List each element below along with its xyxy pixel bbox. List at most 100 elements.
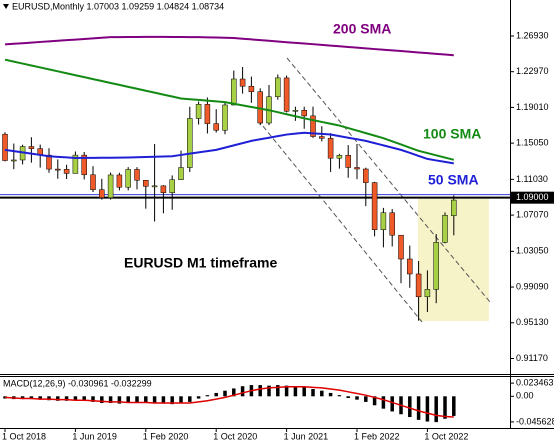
y-tick-label: 1.15050 [516, 137, 549, 147]
candle-body [81, 154, 87, 176]
candle-body [107, 174, 114, 199]
macd-bar [108, 396, 113, 404]
candle-body [195, 104, 202, 119]
macd-bar [452, 396, 456, 416]
macd-bar [82, 396, 86, 401]
x-tick-label: 1 Feb 2022 [354, 431, 400, 441]
candle-body [99, 189, 105, 199]
candle-body [72, 154, 79, 174]
candle-body [231, 78, 237, 106]
candle-body [283, 77, 290, 112]
channel-line [257, 119, 423, 323]
macd-bar [416, 396, 421, 420]
candle-body [389, 212, 395, 236]
menu-icon [3, 4, 9, 9]
macd-bar [161, 396, 166, 404]
macd-bar [258, 385, 262, 397]
y-tick-label: 1.22970 [516, 66, 549, 76]
candle-body [398, 234, 404, 260]
price-label-box [511, 191, 554, 204]
macd-bar [390, 396, 394, 412]
y-tick-label: 0.95130 [516, 317, 549, 327]
y-tick-label: 1.07070 [516, 209, 549, 219]
candle-body [275, 77, 281, 98]
macd-bar [152, 396, 157, 404]
macd-signal [4, 386, 454, 418]
candle-body [345, 155, 351, 168]
macd-bar [293, 386, 298, 397]
candle-body [433, 242, 439, 290]
x-tick-label: 1 Oct 2020 [213, 431, 257, 441]
y-tick-label: 1.03050 [516, 246, 549, 256]
macd-bar [188, 396, 192, 402]
macd-bar [47, 396, 51, 401]
y-tick-label: 0.00 [516, 391, 534, 401]
candle-body [380, 212, 387, 230]
candle-body [55, 168, 61, 171]
macd-bar [364, 396, 368, 402]
candle-body [239, 78, 246, 87]
y-tick-label: 1.19010 [516, 102, 549, 112]
candle-body [424, 289, 431, 298]
macd-bar [408, 396, 412, 418]
candle-body [63, 169, 70, 174]
macd-bar [205, 395, 210, 397]
macd-bar [381, 396, 386, 409]
candle-body [301, 110, 307, 117]
candle-body [371, 182, 378, 230]
macd-bar [179, 396, 183, 404]
candle-body [187, 118, 193, 168]
candle-body [46, 154, 52, 170]
macd-bar [100, 396, 104, 404]
y-tick-label: -0.045628 [516, 416, 554, 426]
plot-layer [0, 35, 510, 423]
y-tick-label: 0.023463 [516, 378, 554, 388]
macd-bar [170, 396, 174, 405]
macd-bar [196, 396, 201, 399]
sma-label: 50 SMA [428, 172, 479, 188]
sma-line [4, 131, 454, 165]
chart-title: EURUSD,Monthly 1.07003 1.09259 1.04824 1… [12, 1, 224, 11]
candle-body [28, 146, 35, 149]
y-tick-label: 0.99090 [516, 281, 549, 291]
macd-bar [337, 395, 342, 397]
macd-bar [311, 389, 315, 397]
x-tick-label: 1 Oct 2018 [2, 431, 46, 441]
candle-body [169, 179, 175, 193]
candle-body [151, 185, 158, 188]
macd-bar [232, 388, 236, 397]
macd-bar [284, 385, 289, 397]
candle-body [442, 215, 448, 243]
macd-bar [267, 385, 271, 397]
x-tick-label: 1 Jun 2019 [72, 431, 117, 441]
annotation: EURUSD M1 timeframe [124, 255, 277, 271]
macd-bar [443, 396, 447, 419]
macd-bar [355, 396, 359, 400]
macd-bar [29, 396, 34, 400]
sma-label: 100 SMA [423, 126, 481, 142]
x-tick-label: 1 Oct 2022 [424, 431, 468, 441]
macd-bar [214, 392, 218, 397]
candle-body [319, 136, 325, 139]
candle-body [213, 123, 219, 131]
x-tick-label: 1 Jun 2021 [284, 431, 329, 441]
sma-line [4, 58, 455, 161]
candle-body [143, 180, 149, 187]
y-tick-label: 0.91170 [516, 353, 548, 363]
candle-body [222, 104, 228, 131]
candle-body [204, 104, 211, 124]
macd-bar [20, 396, 25, 400]
macd-label: MACD(12,26,9) -0.030961 -0.032299 [3, 378, 152, 388]
macd-bar [3, 396, 7, 399]
macd-bar [223, 390, 227, 397]
y-tick-label: 1.26930 [516, 30, 549, 40]
macd-bar [372, 396, 377, 406]
candle-body [248, 85, 255, 92]
candle-body [292, 110, 299, 112]
candle-body [310, 115, 316, 137]
macd-bar [126, 396, 130, 404]
sma-label: 200 SMA [333, 21, 391, 37]
macd-bar [135, 396, 139, 404]
macd-bar [434, 396, 438, 423]
